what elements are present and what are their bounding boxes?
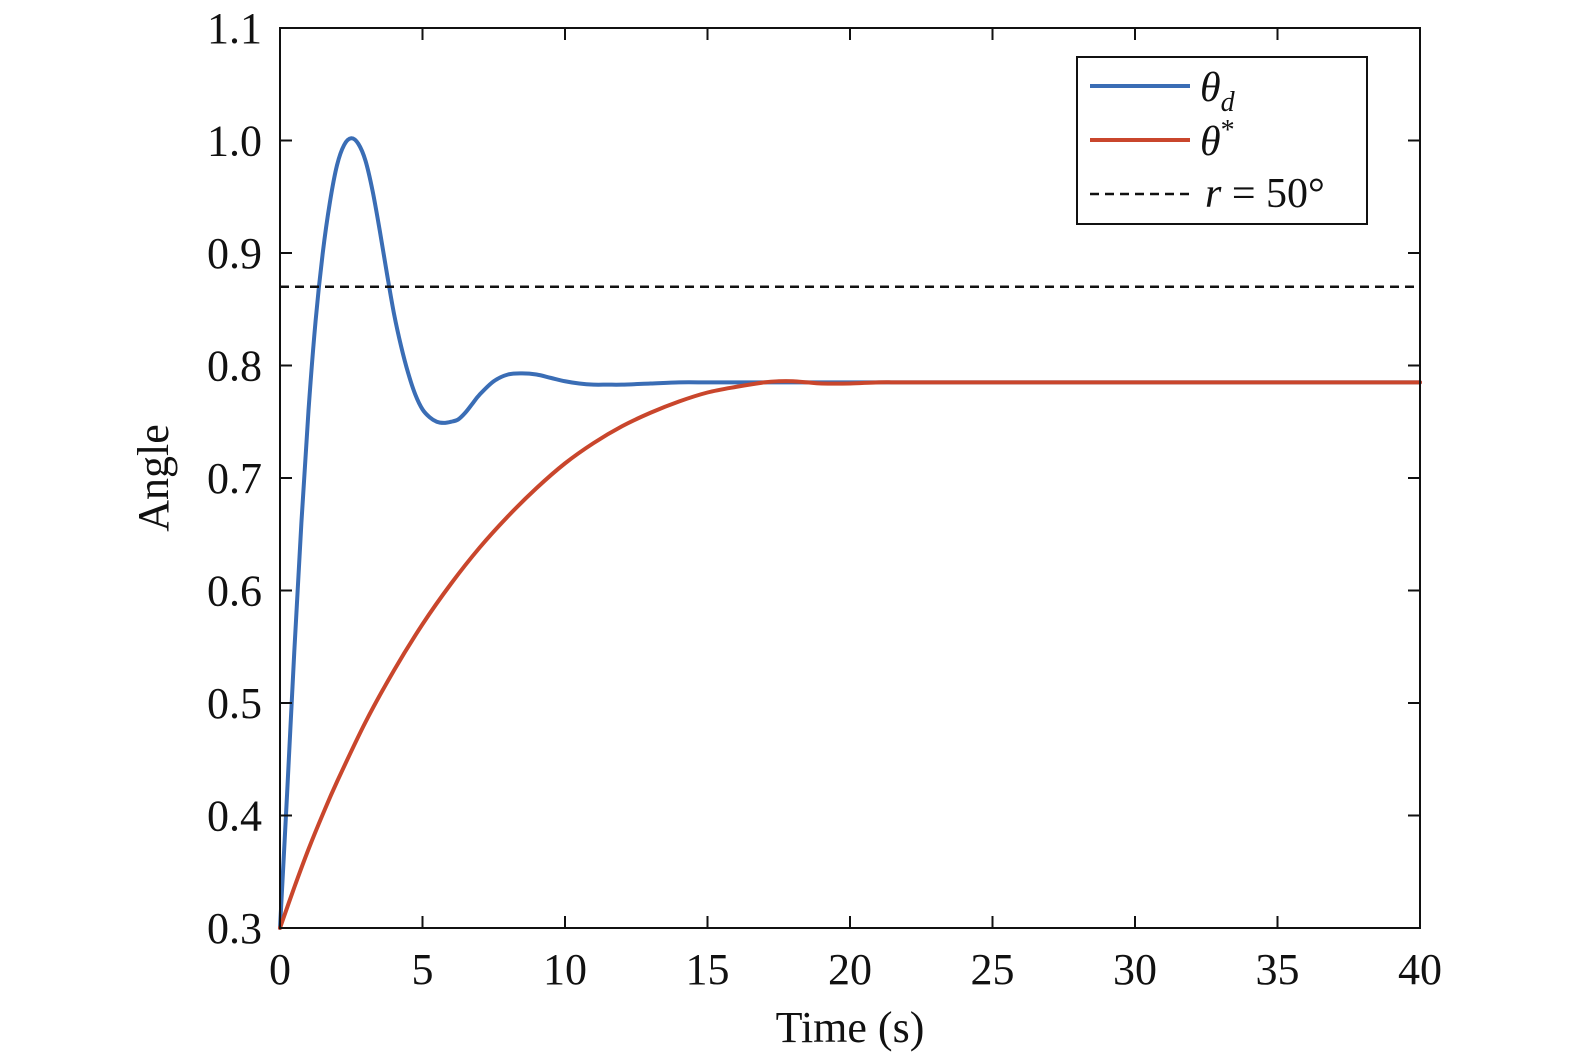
y-tick-label: 0.6: [207, 567, 262, 616]
series-layer: [278, 136, 1422, 930]
y-tick-label: 0.3: [207, 904, 262, 953]
y-axis-title: Angle: [129, 424, 178, 532]
x-tick-label: 0: [269, 945, 291, 994]
y-tick-label: 0.8: [207, 342, 262, 391]
x-tick-label: 10: [543, 945, 587, 994]
x-tick-label: 15: [686, 945, 730, 994]
x-tick-label: 30: [1113, 945, 1157, 994]
x-tick-label: 20: [828, 945, 872, 994]
ticks-layer: 0 5 10 15 20 25 30 35 40 0.3 0.4 0.5 0.6 0.7 0.8 0.9 1.0…: [207, 4, 1442, 994]
x-axis-title: Time (s): [776, 1003, 925, 1052]
y-tick-label: 0.4: [207, 792, 262, 841]
y-tick-label: 0.9: [207, 229, 262, 278]
series-line-theta-d: [278, 136, 1422, 930]
series-line-theta-star: [278, 379, 1422, 930]
legend: θd θ* r = 50°: [1076, 56, 1368, 225]
legend-label-theta-d: θd: [1200, 65, 1236, 118]
legend-label-reference: r = 50°: [1205, 171, 1325, 217]
y-tick-label: 0.5: [207, 679, 262, 728]
x-tick-label: 35: [1256, 945, 1300, 994]
legend-label-theta-star: θ*: [1200, 115, 1235, 165]
y-tick-label: 1.1: [207, 4, 262, 53]
y-tick-label: 0.7: [207, 454, 262, 503]
x-tick-label: 25: [971, 945, 1015, 994]
y-tick-label: 1.0: [207, 117, 262, 166]
x-tick-label: 40: [1398, 945, 1442, 994]
x-tick-label: 5: [412, 945, 434, 994]
